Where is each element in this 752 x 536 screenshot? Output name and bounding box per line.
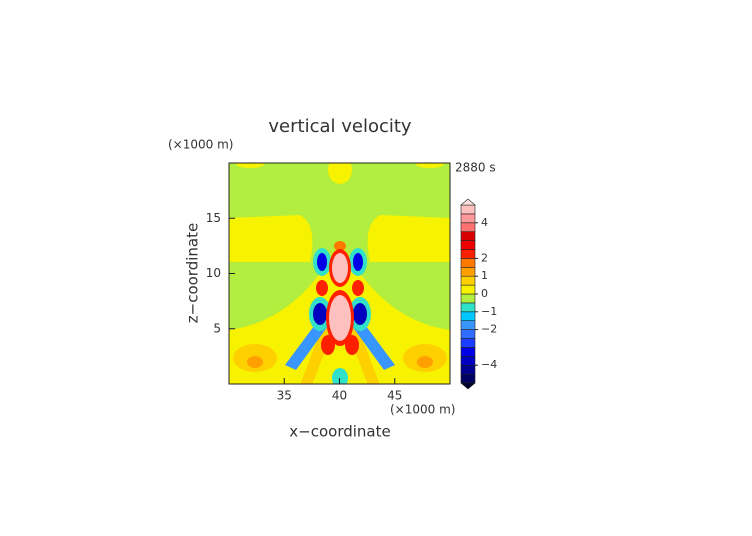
colorbar-box (460, 284, 476, 295)
colorbar-box (460, 373, 476, 384)
x-unit: (×1000 m) (390, 403, 455, 417)
x-tick-label: 40 (332, 389, 347, 403)
colorbar-tick-label: −1 (481, 305, 497, 318)
colorbar-box (460, 249, 476, 259)
contour-field (229, 163, 450, 384)
chart-title: vertical velocity (268, 116, 412, 137)
y-tick-label: 5 (213, 321, 221, 335)
colorbar-box (460, 204, 476, 215)
colorbar-tick-label: −2 (481, 323, 497, 336)
x-axis-label: x−coordinate (289, 423, 390, 441)
colorbar-box (460, 231, 476, 241)
colorbar-box (460, 347, 476, 357)
colorbar-tick-label: −4 (481, 358, 497, 371)
colorbar-box (460, 302, 476, 313)
colorbar-box (460, 338, 476, 348)
colorbar-over (460, 198, 476, 206)
colorbar-box (460, 275, 476, 286)
colorbar-tick-label: 4 (481, 216, 488, 229)
colorbar-box (460, 213, 476, 224)
colorbar-box (460, 222, 476, 233)
y-unit: (×1000 m) (168, 138, 233, 152)
x-tick-label: 45 (387, 389, 402, 403)
colorbar-box (460, 240, 476, 250)
colorbar-box (460, 311, 476, 321)
time-label: 2880 s (455, 161, 496, 175)
colorbar-box (460, 266, 476, 277)
colorbar-box (460, 293, 476, 304)
colorbar-box (460, 329, 476, 339)
colorbar-tick-label: 0 (481, 287, 488, 300)
colorbar-box (460, 320, 476, 330)
colorbar-box (460, 364, 476, 375)
y-tick-label: 15 (206, 211, 221, 225)
colorbar-under (460, 382, 476, 390)
y-tick-label: 10 (206, 266, 221, 280)
colorbar-box (460, 355, 476, 366)
x-tick-label: 35 (277, 389, 292, 403)
colorbar-tick-label: 1 (481, 269, 488, 282)
y-axis-label: z−coordinate (184, 223, 202, 323)
colorbar-tick-label: 2 (481, 251, 488, 264)
colorbar-box (460, 258, 476, 268)
